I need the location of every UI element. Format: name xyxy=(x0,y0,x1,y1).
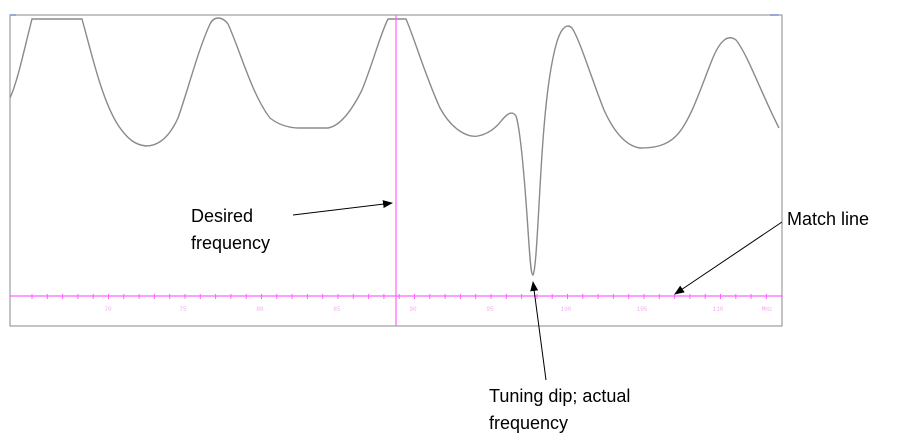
tuning-dip-label-line2: frequency xyxy=(489,413,568,433)
tuning-dip-arrow xyxy=(530,281,547,381)
tick-label-70: 70 xyxy=(104,306,112,313)
tick-label-110: 110 xyxy=(713,306,724,313)
unit-label: MHz xyxy=(762,306,773,313)
desired-frequency-arrow xyxy=(292,200,393,216)
match-line-arrow xyxy=(674,221,783,295)
tick-label-80: 80 xyxy=(256,306,264,313)
match-line-label-text: Match line xyxy=(787,209,869,229)
response-curve xyxy=(9,17,780,276)
tick-label-95: 95 xyxy=(486,306,494,313)
desired-frequency-label: Desired frequency xyxy=(191,206,270,253)
desired-frequency-label-line1: Desired xyxy=(191,206,253,226)
tick-label-100: 100 xyxy=(561,306,572,313)
match-line-label: Match line xyxy=(787,209,869,229)
tick-label-85: 85 xyxy=(333,306,341,313)
tuning-dip-label-line1: Tuning dip; actual xyxy=(489,386,630,406)
tuning-dip-label: Tuning dip; actual frequency xyxy=(489,386,635,433)
desired-frequency-label-line2: frequency xyxy=(191,233,270,253)
tick-label-90: 90 xyxy=(409,306,417,313)
axis-minor-ticks xyxy=(31,294,783,299)
tick-label-105: 105 xyxy=(637,306,648,313)
tick-label-75: 75 xyxy=(179,306,187,313)
